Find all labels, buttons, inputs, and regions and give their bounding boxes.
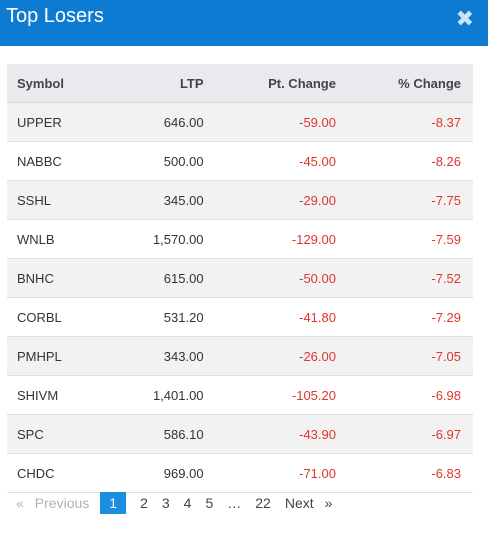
next-page-link[interactable]: Next bbox=[284, 495, 314, 511]
page-link-4[interactable]: 4 bbox=[183, 495, 192, 511]
symbol-cell[interactable]: SHIVM bbox=[7, 375, 109, 415]
ltp-cell: 1,401.00 bbox=[108, 375, 216, 415]
page-link-22[interactable]: 22 bbox=[255, 495, 271, 511]
pct-change-cell: -6.83 bbox=[347, 453, 473, 493]
symbol-cell[interactable]: CHDC bbox=[7, 453, 109, 493]
table-row: NABBC 500.00 -45.00 -8.26 bbox=[7, 141, 473, 181]
ltp-cell: 969.00 bbox=[108, 453, 216, 493]
table-row: SHIVM 1,401.00 -105.20 -6.98 bbox=[7, 375, 473, 415]
pct-change-cell: -8.26 bbox=[347, 141, 473, 181]
symbol-cell[interactable]: PMHPL bbox=[7, 336, 109, 376]
column-header-pct-change[interactable]: % Change bbox=[347, 64, 473, 103]
symbol-cell[interactable]: UPPER bbox=[7, 102, 109, 142]
symbol-cell[interactable]: CORBL bbox=[7, 297, 109, 337]
pct-change-cell: -6.98 bbox=[347, 375, 473, 415]
page-link-3[interactable]: 3 bbox=[161, 495, 170, 511]
first-page-arrow-icon: « bbox=[16, 495, 24, 511]
column-header-ltp[interactable]: LTP bbox=[108, 64, 216, 103]
pt-change-cell: -71.00 bbox=[215, 453, 348, 493]
symbol-cell[interactable]: NABBC bbox=[7, 141, 109, 181]
modal-title: Top Losers bbox=[6, 5, 104, 27]
table-row: WNLB 1,570.00 -129.00 -7.59 bbox=[7, 219, 473, 259]
page-link-2[interactable]: 2 bbox=[140, 495, 148, 511]
symbol-cell[interactable]: WNLB bbox=[7, 219, 109, 259]
pt-change-cell: -45.00 bbox=[215, 141, 348, 181]
ltp-cell: 343.00 bbox=[108, 336, 216, 376]
table-row: PMHPL 343.00 -26.00 -7.05 bbox=[7, 336, 473, 376]
table-row: CORBL 531.20 -41.80 -7.29 bbox=[7, 297, 473, 337]
ltp-cell: 1,570.00 bbox=[108, 219, 216, 259]
pct-change-cell: -7.29 bbox=[347, 297, 473, 337]
modal-header: Top Losers ✖ bbox=[0, 0, 488, 46]
ltp-cell: 345.00 bbox=[108, 180, 216, 220]
pt-change-cell: -50.00 bbox=[215, 258, 348, 298]
pct-change-cell: -7.52 bbox=[347, 258, 473, 298]
pct-change-cell: -7.59 bbox=[347, 219, 473, 259]
ltp-cell: 586.10 bbox=[108, 414, 216, 454]
pt-change-cell: -29.00 bbox=[215, 180, 348, 220]
last-page-arrow-icon[interactable]: » bbox=[324, 495, 333, 511]
table-row: BNHC 615.00 -50.00 -7.52 bbox=[7, 258, 473, 298]
ltp-cell: 531.20 bbox=[108, 297, 216, 337]
symbol-cell[interactable]: BNHC bbox=[7, 258, 109, 298]
ltp-cell: 500.00 bbox=[108, 141, 216, 181]
symbol-cell[interactable]: SPC bbox=[7, 414, 109, 454]
column-header-symbol[interactable]: Symbol bbox=[7, 64, 109, 103]
pt-change-cell: -59.00 bbox=[215, 102, 348, 142]
table-row: CHDC 969.00 -71.00 -6.83 bbox=[7, 453, 473, 493]
table-header-row: Symbol LTP Pt. Change % Change bbox=[7, 64, 473, 103]
symbol-cell[interactable]: SSHL bbox=[7, 180, 109, 220]
pagination: « Previous 1 2 3 4 5 … 22 Next » bbox=[12, 492, 336, 514]
pct-change-cell: -7.75 bbox=[347, 180, 473, 220]
previous-page-link: Previous bbox=[34, 495, 90, 511]
pt-change-cell: -43.90 bbox=[215, 414, 348, 454]
ltp-cell: 646.00 bbox=[108, 102, 216, 142]
pct-change-cell: -7.05 bbox=[347, 336, 473, 376]
pagination-ellipsis: … bbox=[227, 495, 242, 511]
table-row: UPPER 646.00 -59.00 -8.37 bbox=[7, 102, 473, 142]
pt-change-cell: -26.00 bbox=[215, 336, 348, 376]
pt-change-cell: -105.20 bbox=[215, 375, 348, 415]
ltp-cell: 615.00 bbox=[108, 258, 216, 298]
column-header-pt-change[interactable]: Pt. Change bbox=[215, 64, 348, 103]
losers-table: Symbol LTP Pt. Change % Change UPPER 646… bbox=[7, 64, 473, 493]
page-link-5[interactable]: 5 bbox=[205, 495, 214, 511]
losers-table-container: Symbol LTP Pt. Change % Change UPPER 646… bbox=[7, 64, 473, 493]
pt-change-cell: -41.80 bbox=[215, 297, 348, 337]
table-row: SSHL 345.00 -29.00 -7.75 bbox=[7, 180, 473, 220]
close-icon[interactable]: ✖ bbox=[455, 6, 474, 31]
pct-change-cell: -6.97 bbox=[347, 414, 473, 454]
page-link-1[interactable]: 1 bbox=[100, 492, 127, 514]
pct-change-cell: -8.37 bbox=[347, 102, 473, 142]
pt-change-cell: -129.00 bbox=[215, 219, 348, 259]
table-row: SPC 586.10 -43.90 -6.97 bbox=[7, 414, 473, 454]
